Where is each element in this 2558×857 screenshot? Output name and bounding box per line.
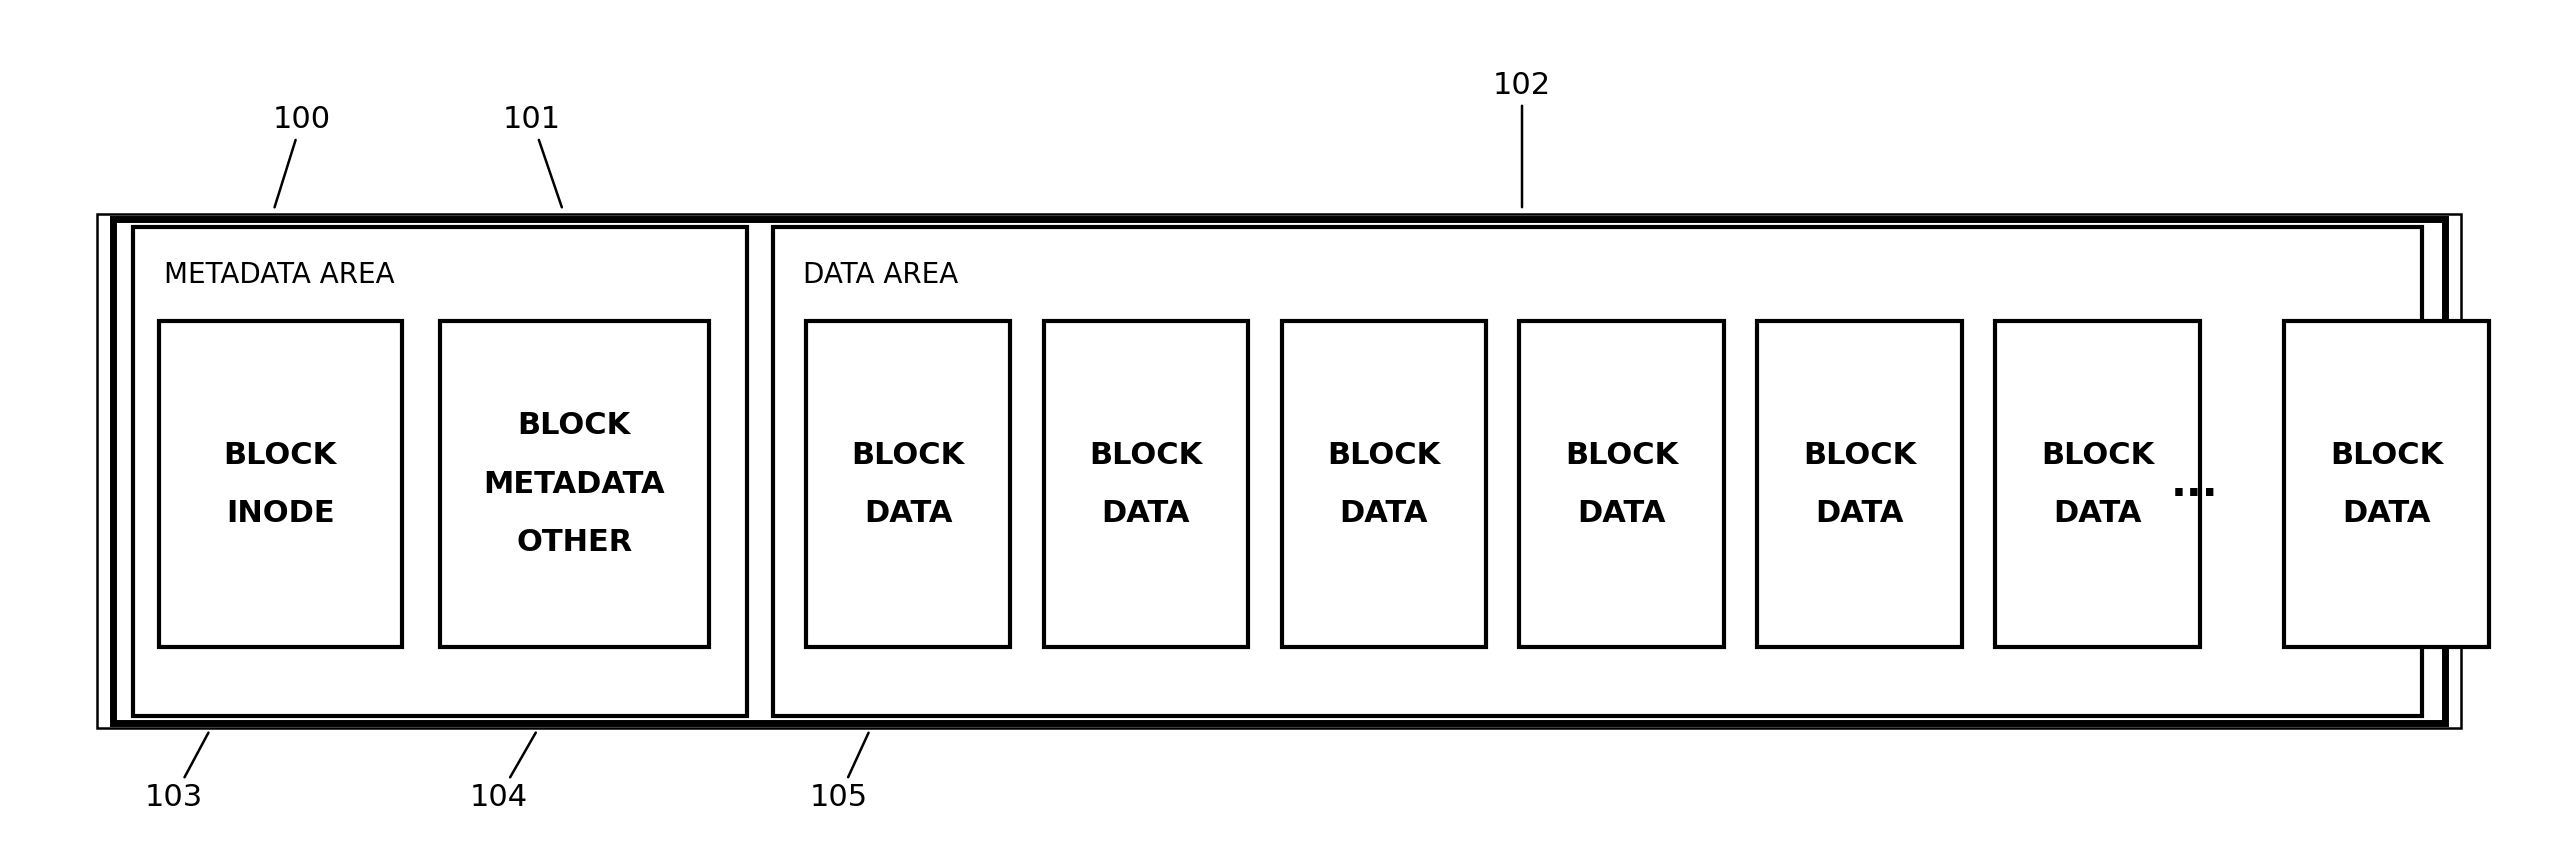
Text: DATA: DATA xyxy=(1816,499,1903,528)
Bar xyxy=(133,227,747,716)
Text: 100: 100 xyxy=(274,105,330,207)
Text: METADATA: METADATA xyxy=(483,470,665,499)
Text: BLOCK: BLOCK xyxy=(1803,440,1916,470)
Text: OTHER: OTHER xyxy=(517,528,632,557)
Bar xyxy=(1044,321,1248,647)
Text: 103: 103 xyxy=(146,733,207,812)
Text: DATA: DATA xyxy=(1102,499,1189,528)
Bar xyxy=(97,214,2461,728)
Bar xyxy=(1757,321,1962,647)
Bar xyxy=(440,321,709,647)
Text: DATA: DATA xyxy=(865,499,952,528)
Text: 104: 104 xyxy=(471,733,535,812)
Text: METADATA AREA: METADATA AREA xyxy=(164,261,394,290)
Text: BLOCK: BLOCK xyxy=(223,440,338,470)
Text: 101: 101 xyxy=(504,105,563,207)
Text: 105: 105 xyxy=(811,733,870,812)
Bar xyxy=(1519,321,1724,647)
Text: BLOCK: BLOCK xyxy=(2330,440,2443,470)
Bar xyxy=(2284,321,2489,647)
Text: BLOCK: BLOCK xyxy=(852,440,964,470)
Text: BLOCK: BLOCK xyxy=(517,411,632,440)
Text: BLOCK: BLOCK xyxy=(1090,440,1202,470)
Bar xyxy=(159,321,402,647)
Text: DATA: DATA xyxy=(1340,499,1427,528)
Bar xyxy=(806,321,1010,647)
Text: BLOCK: BLOCK xyxy=(2041,440,2154,470)
Text: DATA AREA: DATA AREA xyxy=(803,261,959,290)
Text: 102: 102 xyxy=(1494,71,1550,207)
Text: INODE: INODE xyxy=(225,499,335,528)
Text: ...: ... xyxy=(2172,463,2218,506)
Text: BLOCK: BLOCK xyxy=(1328,440,1440,470)
Text: DATA: DATA xyxy=(1578,499,1665,528)
Text: DATA: DATA xyxy=(2343,499,2430,528)
Bar xyxy=(1282,321,1486,647)
Bar xyxy=(1995,321,2200,647)
Bar xyxy=(113,219,2445,723)
Text: DATA: DATA xyxy=(2054,499,2141,528)
Text: BLOCK: BLOCK xyxy=(1565,440,1678,470)
Bar xyxy=(773,227,2422,716)
